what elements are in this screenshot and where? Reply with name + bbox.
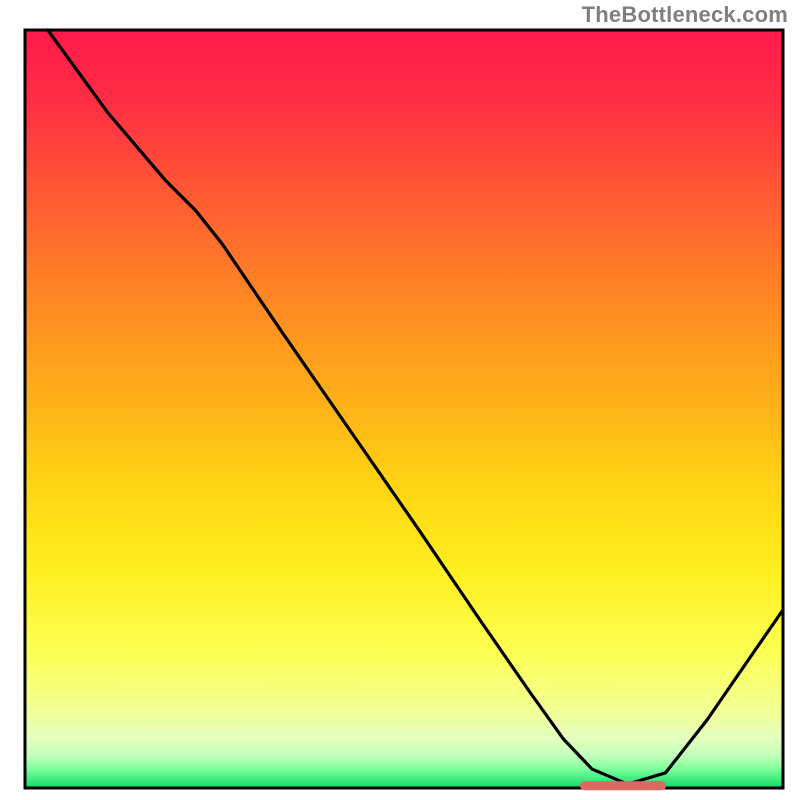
heat-curve-plot [0, 0, 800, 800]
chart-container: TheBottleneck.com [0, 0, 800, 800]
gradient-background [25, 30, 783, 788]
